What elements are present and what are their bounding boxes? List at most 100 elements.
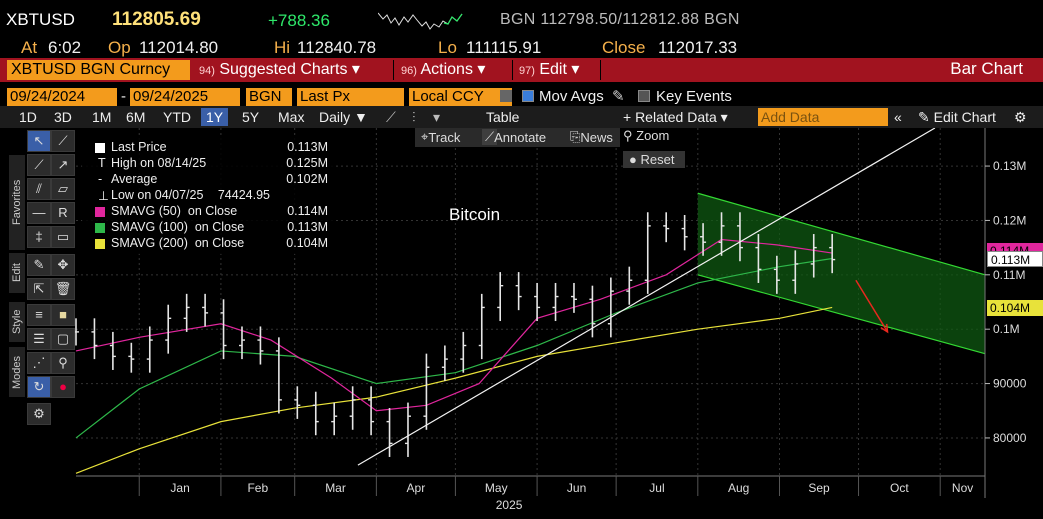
legend-smavg-200[interactable]: SMAVG (200) on Close 0.104M — [82, 236, 334, 252]
crosshair-icon[interactable]: ⋰ — [27, 352, 51, 374]
currency-select[interactable]: Local CCY — [409, 88, 512, 106]
text-tool-icon[interactable]: R — [51, 202, 75, 224]
price-chart[interactable]: 0.13M 0.12M 0.11M 0.1M 90000 80000 Jan Feb Mar A… — [0, 128, 1043, 519]
period-ytd[interactable]: YTD — [163, 109, 191, 125]
net-change: +788.36 — [268, 11, 330, 30]
period-5y[interactable]: 5Y — [242, 109, 260, 125]
intraday-sparkline — [378, 12, 463, 30]
uptrend-line — [357, 128, 936, 466]
favorites-tab[interactable]: Favorites — [9, 155, 25, 250]
edit-tab[interactable]: Edit — [9, 253, 25, 293]
edit-menu[interactable]: 97) Edit ▾ — [519, 61, 580, 78]
start-date-input[interactable]: 09/24/2024 — [7, 88, 117, 106]
x-axis-year-label: 2025 — [496, 498, 523, 512]
end-date-input[interactable]: 09/24/2025 — [130, 88, 240, 106]
smavg-100-line — [75, 257, 833, 439]
mov-avgs-checkbox[interactable] — [522, 90, 534, 102]
track-mode[interactable]: ⌖ Track — [421, 129, 461, 145]
line-chart-icon[interactable]: ⟋ — [386, 109, 396, 125]
period-6m[interactable]: 6M — [126, 109, 146, 125]
chart-type-label: Bar Chart — [950, 59, 1023, 78]
fib-tool-icon[interactable]: ‡ — [27, 226, 51, 248]
chart-type-dropdown-icon[interactable]: ▾ — [433, 109, 441, 125]
at-value: 6:02 — [48, 38, 82, 57]
annotate-mode[interactable]: ⟋ Annotate — [482, 129, 546, 145]
smavg-50-line — [75, 238, 833, 412]
reset-button[interactable]: ● Reset — [623, 151, 685, 168]
actions-menu[interactable]: 96) Actions ▾ — [401, 61, 486, 78]
key-events-checkbox[interactable] — [638, 90, 650, 102]
style-tab[interactable]: Style — [9, 302, 25, 342]
color-swatch-icon[interactable]: ■ — [51, 304, 75, 326]
line-tool-icon[interactable]: ⟋ — [27, 154, 51, 176]
draw-tool-icon[interactable]: ✎ — [27, 254, 51, 276]
period-1d[interactable]: 1D — [19, 109, 37, 125]
date-controls: 09/24/2024 - 09/24/2025 BGN Last Px Loca… — [0, 86, 1043, 106]
smavg-200-path — [75, 306, 833, 474]
palette-icon[interactable]: ● — [51, 376, 75, 398]
channel-fill — [697, 193, 985, 354]
collapse-icon[interactable]: « — [894, 109, 902, 125]
trend-tool-icon[interactable]: ⟋ — [51, 130, 75, 152]
zoom-mode[interactable]: ⚲ Zoom — [623, 128, 670, 143]
y-tick-label: 0.1M — [993, 322, 1020, 336]
x-axis: Jan Feb Mar Apr May Jun Jul Aug Sep Oct Nov 2025 — [76, 475, 985, 512]
edit-chart-button[interactable]: ✎ Edit Chart — [918, 109, 996, 125]
legend-last-price[interactable]: Last Price 0.113M — [82, 140, 334, 156]
select-tool-icon[interactable]: ⇱ — [27, 278, 51, 300]
bar-chart-icon[interactable]: ⫶ — [412, 109, 416, 125]
lo-value: 111115.91 — [466, 38, 542, 57]
magnet-icon[interactable]: ⚲ — [51, 352, 75, 374]
line-width-icon[interactable]: ☰ — [27, 328, 51, 350]
related-data-menu[interactable]: + Related Data ▾ — [623, 109, 728, 125]
table-button[interactable]: Table — [486, 109, 520, 125]
x-tick-label: Jul — [649, 481, 664, 495]
legend-smavg-50[interactable]: SMAVG (50) on Close 0.114M — [82, 204, 334, 220]
period-3d[interactable]: 3D — [54, 109, 72, 125]
channel-tool-icon[interactable]: ⫽ — [27, 178, 51, 200]
period-1m[interactable]: 1M — [92, 109, 112, 125]
bitcoin-annotation: Bitcoin — [449, 205, 501, 224]
period-max[interactable]: Max — [278, 109, 305, 125]
cycle-icon[interactable]: ↻ — [27, 376, 51, 398]
move-tool-icon[interactable]: ✥ — [51, 254, 75, 276]
op-label: Op — [108, 38, 131, 57]
news-mode[interactable]: ⎘ News — [570, 129, 613, 145]
chart-legend: Last Price 0.113M T High on 08/14/25 0.125… — [82, 138, 334, 254]
add-data-input[interactable]: Add Data — [758, 108, 888, 126]
ray-tool-icon[interactable]: ↗ — [51, 154, 75, 176]
ticker-field[interactable]: XBTUSD BGN Curncy — [7, 60, 190, 80]
key-events-label: Key Events — [656, 88, 732, 105]
field-select[interactable]: Last Px — [297, 88, 404, 106]
gear-icon[interactable]: ⚙ — [1014, 109, 1027, 125]
settings-icon[interactable]: ⚙ — [27, 403, 51, 425]
close-label: Close — [602, 38, 646, 57]
arrow-shaft — [855, 279, 889, 333]
line-style-icon[interactable]: ≡ — [27, 304, 51, 326]
x-tick-label: Mar — [325, 481, 346, 495]
ohlc-row: At 6:02 Op 112014.80 Hi 112840.78 Lo 111… — [0, 38, 1043, 58]
close-value: 112017.33 — [658, 38, 738, 57]
legend-smavg-100[interactable]: SMAVG (100) on Close 0.113M — [82, 220, 334, 236]
modes-tab[interactable]: Modes — [9, 347, 25, 397]
period-1y[interactable]: 1Y — [201, 108, 229, 126]
chart-modes-bar: ⌖ Track ⟋ Annotate ⎘ News — [415, 128, 620, 147]
x-tick-label: Apr — [407, 481, 426, 495]
mov-avgs-label: Mov Avgs — [539, 88, 604, 105]
x-tick-label: Oct — [890, 481, 909, 495]
trash-icon[interactable]: 🗑 — [51, 278, 75, 300]
quote-header: XBTUSD 112805.69 +788.36 BGN 112798.50/1… — [0, 0, 1043, 38]
hline-tool-icon[interactable]: — — [27, 202, 51, 224]
parallel-tool-icon[interactable]: ▱ — [51, 178, 75, 200]
fill-icon[interactable]: ▢ — [51, 328, 75, 350]
pencil-icon[interactable]: ✎ — [612, 88, 625, 105]
y-tick-label: 0.11M — [993, 268, 1025, 282]
source-input[interactable]: BGN — [246, 88, 292, 106]
frequency-select[interactable]: Daily ▼ — [319, 109, 368, 125]
suggested-charts-menu[interactable]: 94) Suggested Charts ▾ — [199, 61, 360, 78]
currency-dropdown-icon[interactable] — [500, 90, 512, 102]
lo-label: Lo — [438, 38, 457, 57]
pointer-icon[interactable]: ↖ — [27, 130, 51, 152]
rect-tool-icon[interactable]: ▭ — [51, 226, 75, 248]
y-tick-label: 90000 — [993, 377, 1027, 391]
